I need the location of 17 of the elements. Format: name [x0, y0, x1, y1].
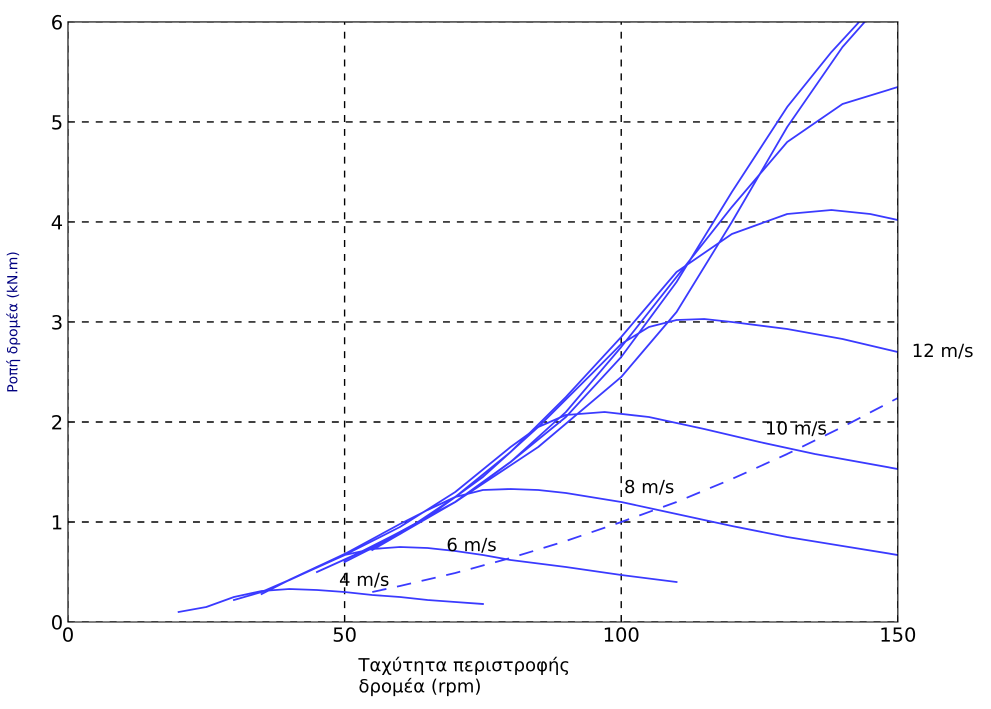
- y-axis-title: Ροπή δρομέα (kN.m): [6, 252, 20, 392]
- y-tick-label: 5: [52, 115, 62, 130]
- x-tick-label: 0: [63, 627, 73, 642]
- y-tick-label: 3: [52, 314, 62, 330]
- x-axis-title: Ταχύτητα περιστροφής δρομέα (rpm): [358, 656, 568, 696]
- series-label: 10 m/s: [767, 421, 826, 436]
- y-tick-label: 2: [52, 414, 62, 430]
- series-label: 12 m/s: [914, 344, 973, 359]
- x-tick-label: 100: [604, 627, 638, 642]
- series-label: 6 m/s: [448, 538, 496, 553]
- x-tick-label: 50: [334, 627, 356, 642]
- x-tick-label: 150: [881, 627, 916, 642]
- y-tick-label: 6: [52, 14, 62, 30]
- y-tick-label: 0: [52, 614, 62, 630]
- y-tick-label: 1: [52, 515, 62, 530]
- y-tick-label: 4: [52, 215, 62, 230]
- series-label: 8 m/s: [625, 480, 674, 495]
